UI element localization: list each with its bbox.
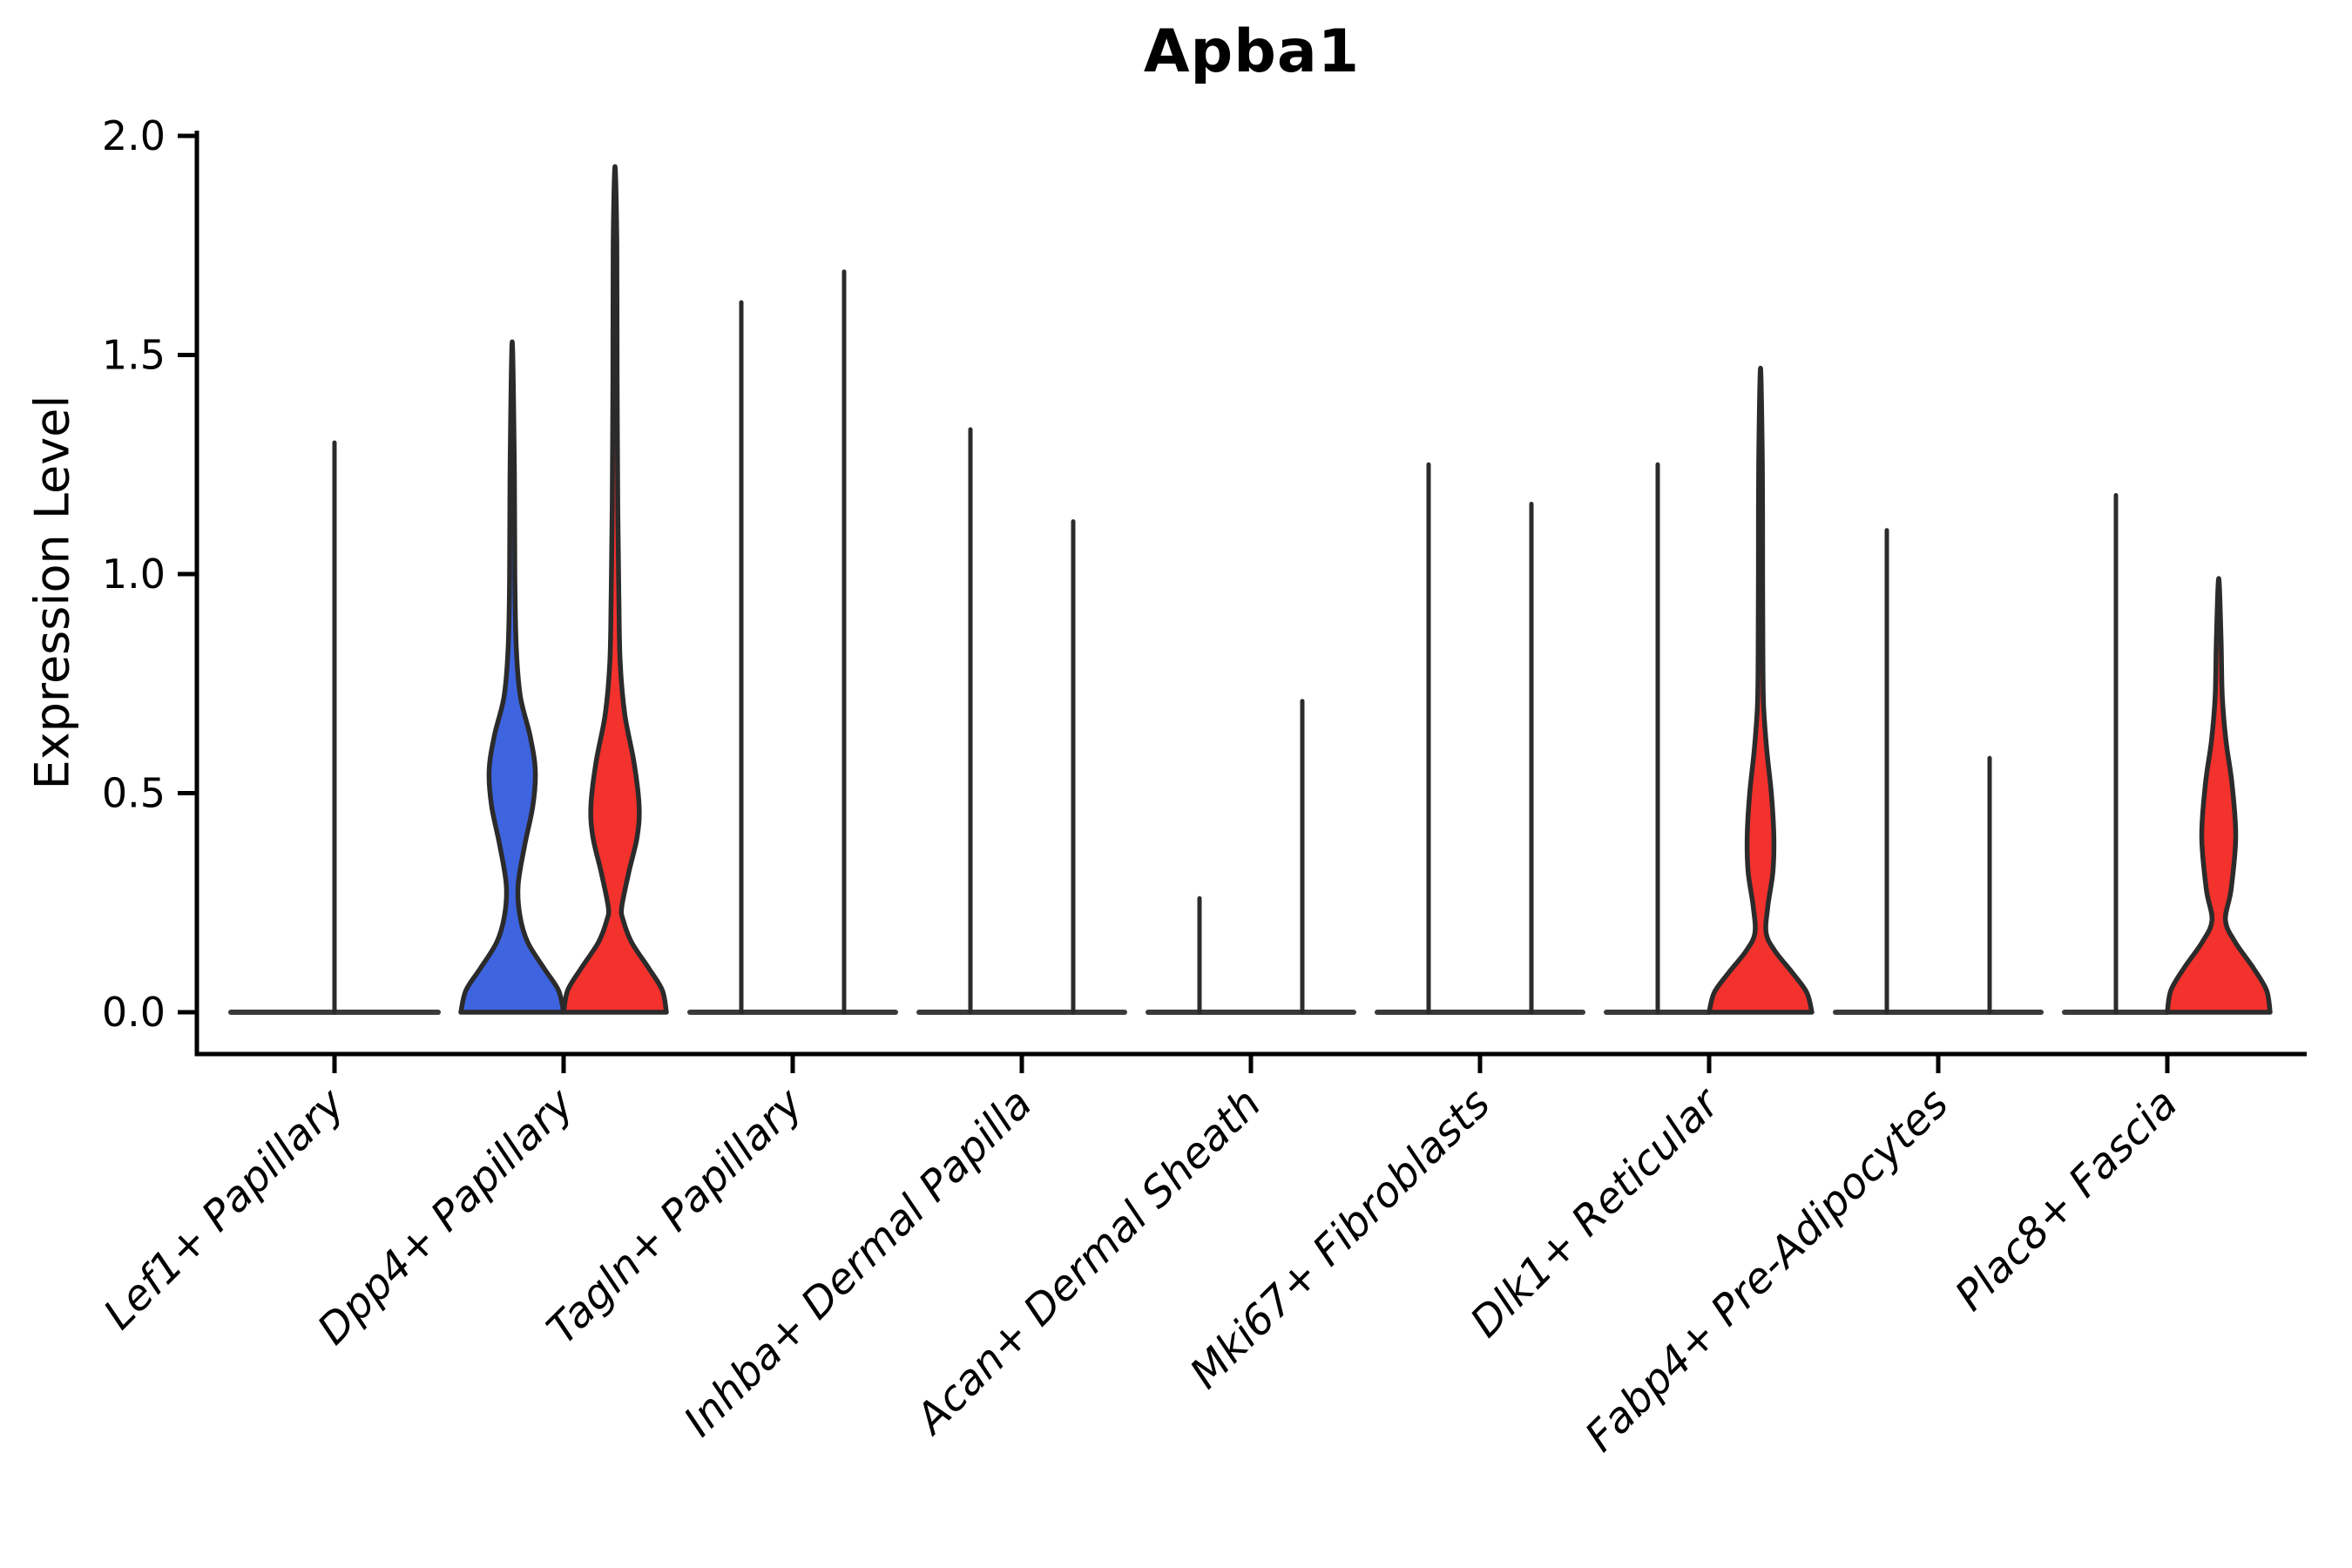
- y-tick-label: 0.5: [102, 770, 166, 817]
- chart-title: Apba1: [1143, 17, 1361, 86]
- y-tick-label: 2.0: [102, 112, 166, 159]
- y-tick-label: 1.0: [102, 551, 166, 598]
- x-tick-label: Plac8+ Fascia: [1946, 1079, 2187, 1321]
- violin-right: [2165, 576, 2273, 1015]
- x-tick-label: Lef1+ Papillary: [94, 1078, 355, 1339]
- violin-right: [1707, 365, 1815, 1015]
- y-tick-label: 1.5: [102, 332, 166, 379]
- violin-left: [458, 339, 566, 1015]
- x-tick-label: Fabp4+ Pre-Adipocytes: [1576, 1079, 1958, 1462]
- x-tick-label: Dlk1+ Reticular: [1461, 1078, 1731, 1348]
- violin-right: [561, 164, 669, 1015]
- x-tick-label: Tagln+ Papillary: [537, 1078, 813, 1354]
- x-tick-label: Dpp4+ Papillary: [308, 1078, 584, 1354]
- y-tick-label: 0.0: [102, 989, 166, 1036]
